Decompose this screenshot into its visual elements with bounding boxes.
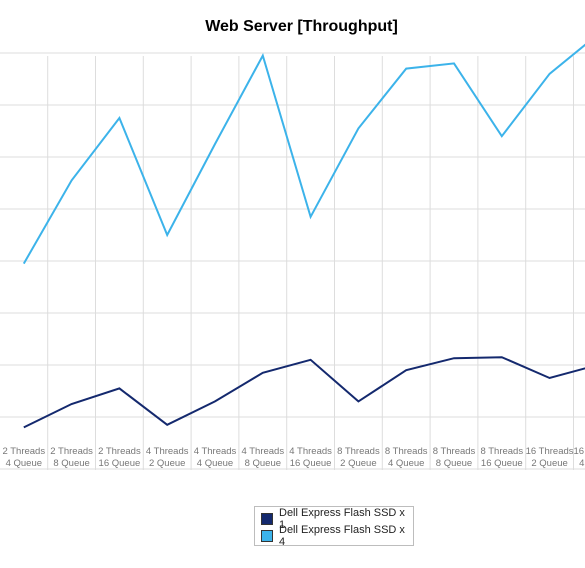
x-tick-label: 8 Threads 8 Queue xyxy=(433,446,476,469)
series-line-ssd-x4 xyxy=(22,43,585,265)
series-lines xyxy=(22,43,585,429)
legend-swatch-ssd-x1 xyxy=(261,512,273,525)
x-tick-label: 16 Threads 2 Queue xyxy=(526,446,574,469)
grid xyxy=(0,52,585,470)
x-tick-label: 2 Threads 16 Queue xyxy=(98,446,141,469)
legend: Dell Express Flash SSD x 1 Dell Express … xyxy=(254,506,414,548)
legend-entry-ssd-x1: Dell Express Flash SSD x 1 xyxy=(261,507,407,531)
x-tick-label: 4 Threads 4 Queue xyxy=(194,446,237,469)
x-tick-label: 2 Threads 8 Queue xyxy=(50,446,93,469)
x-tick-label: 4 Threads 2 Queue xyxy=(146,446,189,469)
legend-swatch-ssd-x4 xyxy=(261,529,273,542)
legend-label-ssd-x1: Dell Express Flash SSD x 1 xyxy=(279,506,405,531)
x-tick-label: 8 Threads 2 Queue xyxy=(337,446,380,469)
chart-title: Web Server [Throughput] xyxy=(205,18,398,35)
legend-label-ssd-x4: Dell Express Flash SSD x 4 xyxy=(279,523,405,548)
x-tick-label: 4 Threads 16 Queue xyxy=(289,446,332,469)
x-tick-label: 8 Threads 16 Queue xyxy=(480,446,523,469)
x-tick-label: 8 Threads 4 Queue xyxy=(385,446,428,469)
x-tick-label: 4 Threads 8 Queue xyxy=(241,446,284,469)
x-tick-label: 2 Threads 4 Queue xyxy=(2,446,45,469)
legend-entry-ssd-x4: Dell Express Flash SSD x 4 xyxy=(261,524,407,548)
